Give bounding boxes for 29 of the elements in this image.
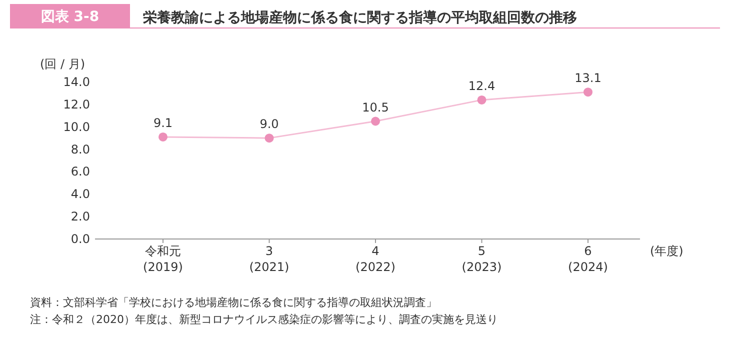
data-label: 9.1 xyxy=(153,116,173,130)
text: 注：令和２（2020）年度は、新型コロナウイルス感染症の影響等により、調査の実施を見送り xyxy=(30,313,498,326)
point xyxy=(371,116,380,126)
text: 資料：文部科学省「学校における地場産物に係る食に関する指導の取組状況調査」 xyxy=(30,296,437,309)
point xyxy=(584,88,592,97)
point xyxy=(158,132,168,142)
point xyxy=(477,95,486,104)
x-tick-label: 令和元 (2019) xyxy=(143,244,183,274)
y-tick-label: 8.0 xyxy=(70,142,90,156)
chart-title: 栄養教諭による地場産物に係る食に関する指導の平均取組回数の推移 xyxy=(143,9,577,26)
x-axis-title: (年度) xyxy=(650,244,684,258)
y-axis-title: (回 / 月) xyxy=(40,57,86,71)
x-tick-label: 4 (2022) xyxy=(356,244,396,274)
y-tick-label: 12.0 xyxy=(63,97,90,112)
data-label: 9.0 xyxy=(260,117,279,132)
y-tick-label: 2.0 xyxy=(70,210,90,224)
text: 図表 3-8 xyxy=(40,9,100,25)
data-label: 13.1 xyxy=(574,71,602,86)
x-tick-label: 5 (2023) xyxy=(462,244,502,274)
y-tick-label: 10.0 xyxy=(63,120,90,134)
x-tick-label: 6 (2024) xyxy=(568,244,608,274)
point xyxy=(264,134,274,143)
data-label: 10.5 xyxy=(362,100,389,114)
y-tick-label: 6.0 xyxy=(70,164,90,179)
x-tick-label: 3 (2021) xyxy=(249,244,290,274)
y-tick-label: 4.0 xyxy=(70,187,90,202)
y-tick-label: 0.0 xyxy=(70,232,90,246)
y-tick-label: 14.0 xyxy=(63,75,90,89)
data-label: 12.4 xyxy=(468,78,496,93)
